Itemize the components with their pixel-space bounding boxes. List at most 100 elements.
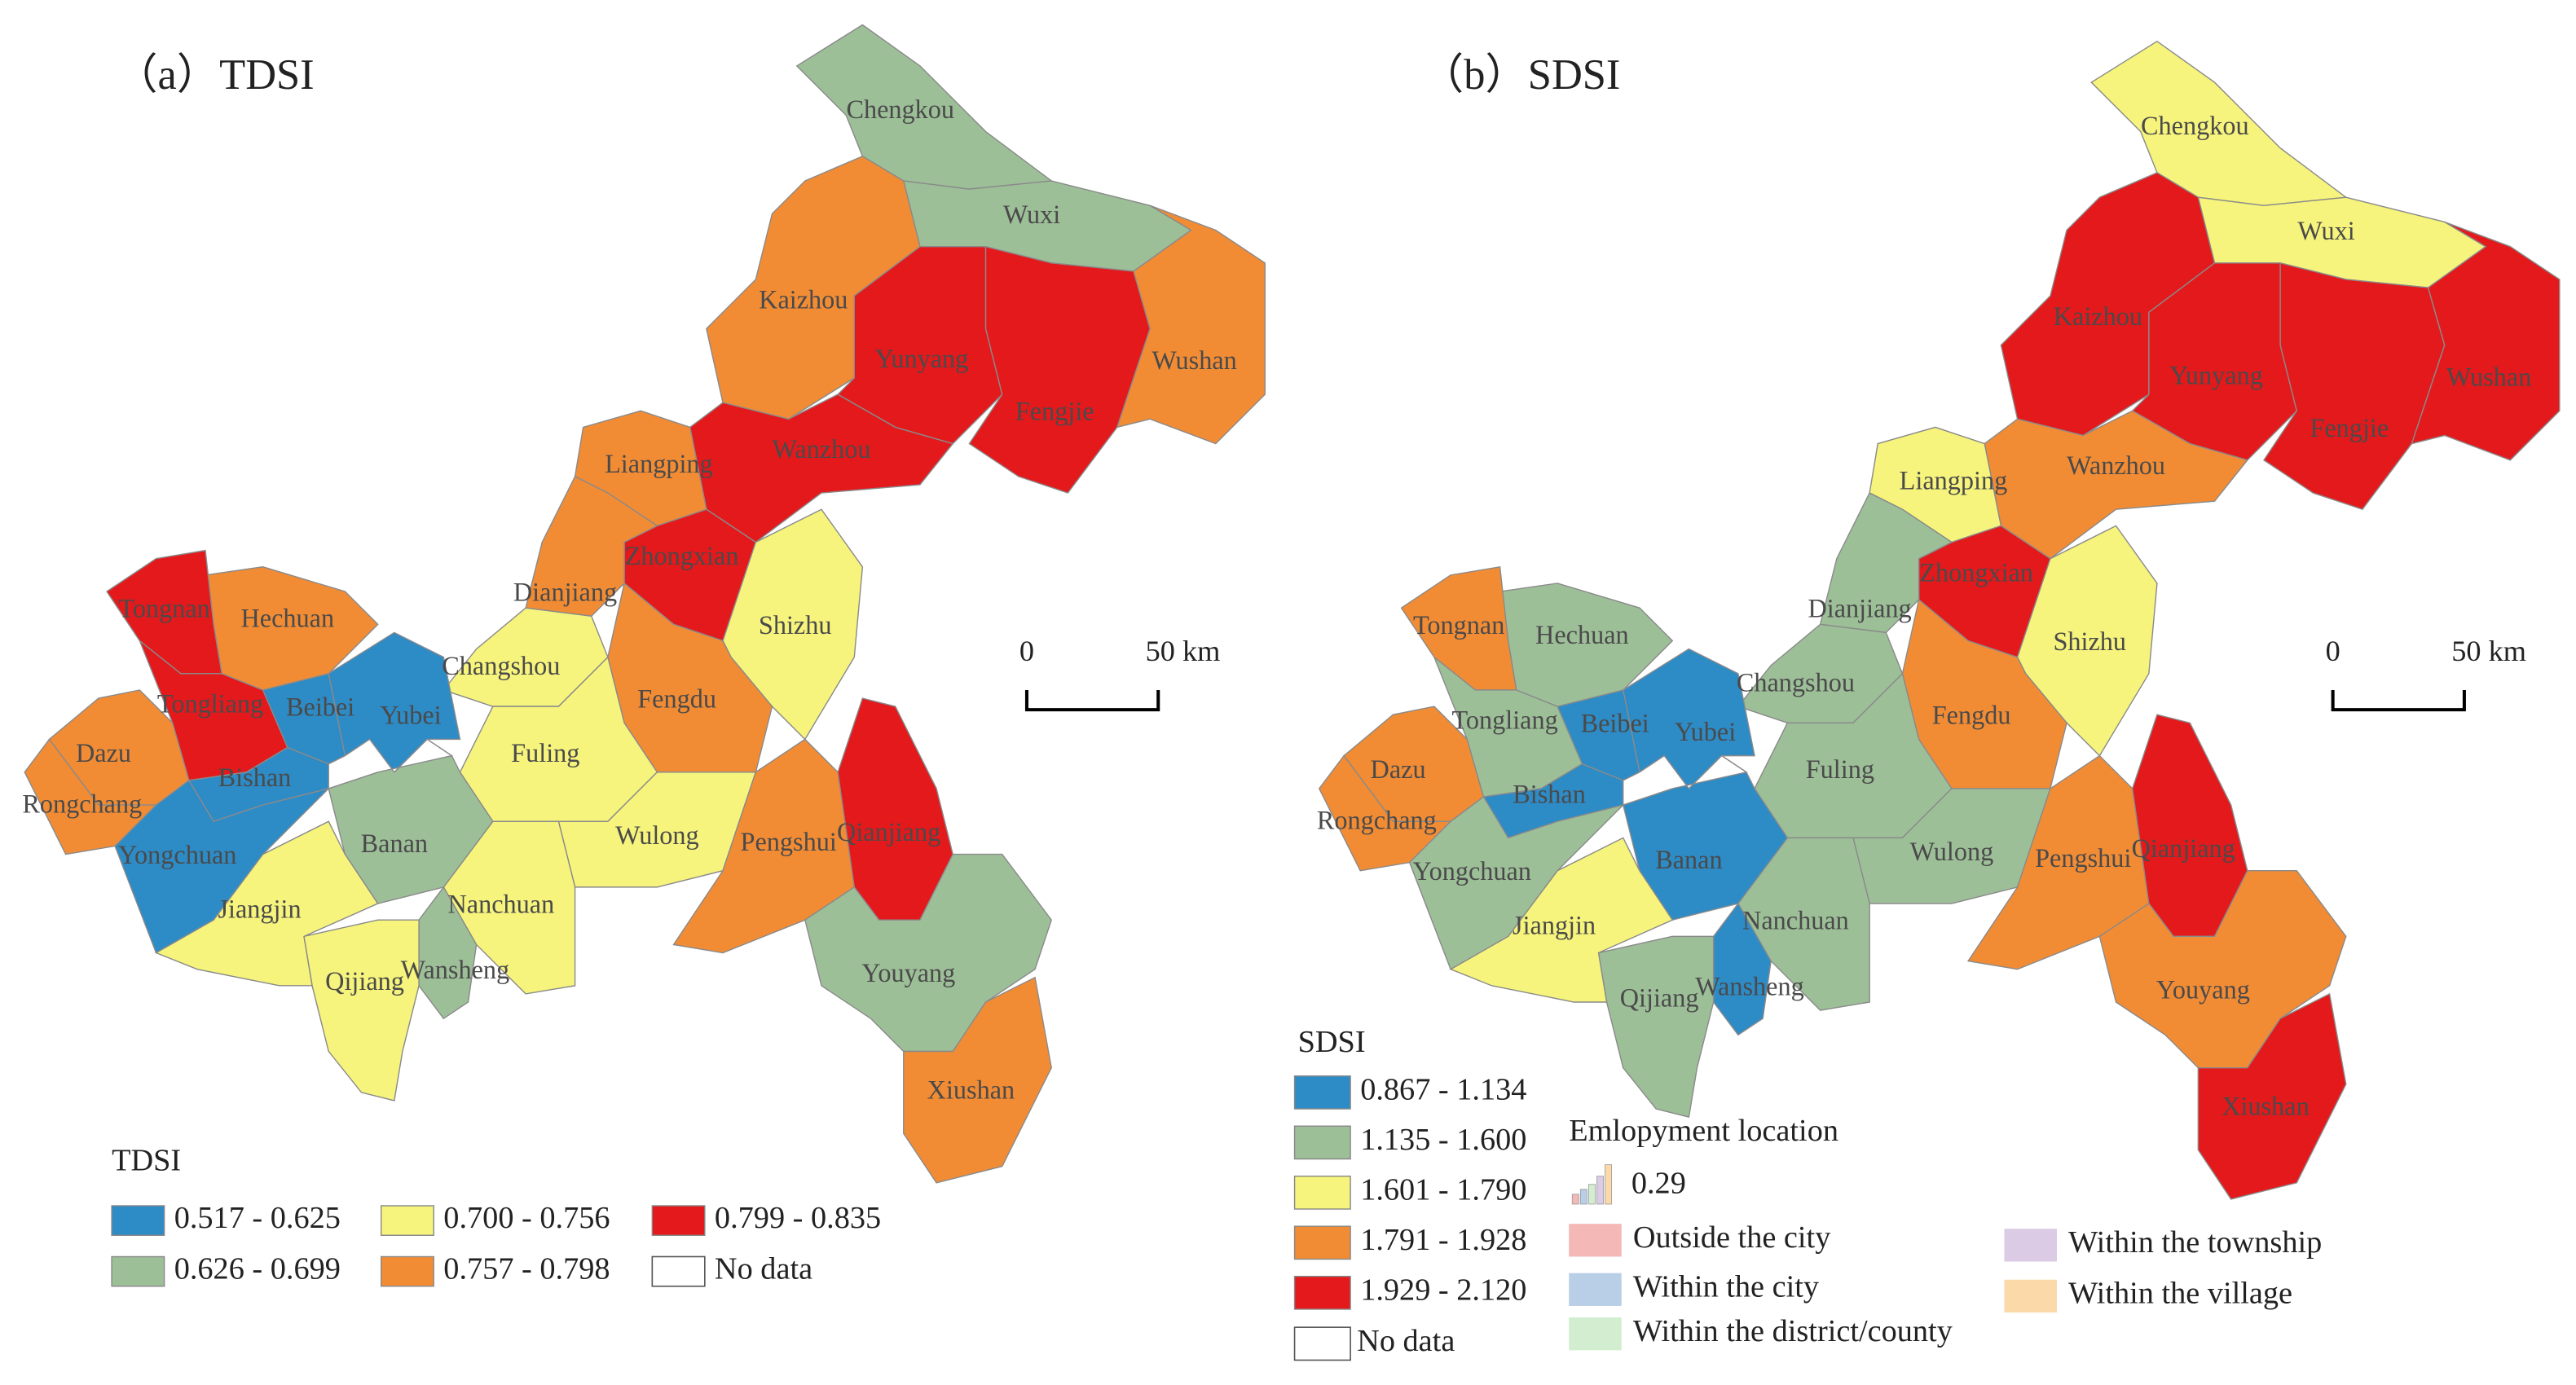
district-label: Nanchuan bbox=[1742, 906, 1849, 935]
employment-label: Outside the city bbox=[1633, 1220, 1831, 1255]
district-label: Qijiang bbox=[325, 966, 404, 996]
district-label: Fengjie bbox=[2310, 413, 2389, 442]
panel-title: （b）SDSI bbox=[1421, 51, 1621, 99]
district-label: Liangping bbox=[605, 449, 713, 478]
legend-swatch bbox=[1293, 1275, 1351, 1310]
district bbox=[1737, 837, 1870, 1011]
district-label: Qianjiang bbox=[837, 817, 940, 846]
legend-label: 0.517 - 0.625 bbox=[174, 1201, 341, 1235]
district-label: Bishan bbox=[1513, 779, 1586, 808]
district bbox=[706, 156, 921, 420]
legend-label: 0.626 - 0.699 bbox=[174, 1251, 341, 1286]
district bbox=[2262, 262, 2446, 511]
legend-title: TDSI bbox=[112, 1143, 181, 1177]
district-label: Wuxi bbox=[1003, 200, 1060, 229]
district-label: Wanzhou bbox=[2067, 451, 2165, 480]
district-label: Xiushan bbox=[2222, 1091, 2309, 1120]
district-label: Banan bbox=[1655, 845, 1722, 874]
district bbox=[2197, 992, 2347, 1200]
district-label: Fengdu bbox=[637, 684, 716, 713]
district-label: Wushan bbox=[1151, 345, 1236, 375]
district-label: Qijiang bbox=[1620, 983, 1699, 1012]
district-label: Nanchuan bbox=[447, 889, 554, 918]
legend-label: 0.700 - 0.756 bbox=[443, 1201, 610, 1235]
district-label: Yongchuan bbox=[1413, 856, 1531, 886]
district-label: Beibei bbox=[286, 692, 354, 722]
district-label: Shizhu bbox=[2053, 627, 2126, 656]
legend-swatch bbox=[380, 1255, 434, 1287]
employment-swatch bbox=[2004, 1279, 2057, 1313]
employment-swatch bbox=[1569, 1317, 1622, 1351]
district-label: Zhongxian bbox=[1919, 557, 2033, 587]
district-label: Wushan bbox=[2446, 362, 2531, 391]
scale-length: 50 km bbox=[1146, 635, 1221, 667]
legend-label: 0.799 - 0.835 bbox=[715, 1201, 881, 1235]
district bbox=[2098, 870, 2347, 1069]
district-label: Tongnan bbox=[118, 594, 209, 623]
legend-swatch bbox=[111, 1205, 165, 1236]
district-label: Hechuan bbox=[240, 604, 334, 633]
district-label: Wuxi bbox=[2297, 216, 2354, 245]
legend-label: 0.757 - 0.798 bbox=[443, 1251, 610, 1286]
legend-swatch bbox=[111, 1255, 165, 1287]
employment-title: Emlopyment location bbox=[1569, 1114, 1838, 1148]
legend-label: 1.601 - 1.790 bbox=[1360, 1173, 1526, 1207]
map: Chengkou Wuxi Kaizhou Yunyang Fengjie Wushan W… bbox=[22, 24, 1266, 1184]
employment-label: Within the city bbox=[1633, 1270, 1819, 1304]
district-label: Chengkou bbox=[846, 95, 954, 124]
district-label: Fengjie bbox=[1015, 397, 1094, 426]
district-label: Dianjiang bbox=[513, 577, 617, 606]
district bbox=[968, 245, 1151, 494]
district bbox=[804, 853, 1052, 1053]
district-label: Kaizhou bbox=[2054, 301, 2142, 331]
legend-swatch bbox=[1293, 1075, 1351, 1110]
district-label: Chengkou bbox=[2141, 111, 2249, 140]
scale-zero: 0 bbox=[2326, 635, 2340, 667]
employment-swatch bbox=[1569, 1273, 1622, 1306]
district-label: Wulong bbox=[615, 820, 699, 850]
employment-label: Within the township bbox=[2068, 1225, 2322, 1260]
no-data-area bbox=[328, 738, 454, 789]
employment-label: Within the village bbox=[2068, 1277, 2292, 1311]
scale-bar bbox=[1024, 689, 1160, 712]
district-label: Jiangjin bbox=[1513, 911, 1596, 940]
size-icon-bar bbox=[1588, 1184, 1596, 1205]
scale-length: 50 km bbox=[2451, 635, 2526, 667]
district-label: Bishan bbox=[218, 763, 292, 792]
district-label: Wulong bbox=[1910, 837, 1994, 866]
district-label: Yunyang bbox=[875, 344, 969, 373]
district bbox=[114, 779, 331, 954]
legend-swatch bbox=[1293, 1175, 1351, 1210]
district-label: Zhongxian bbox=[625, 541, 739, 570]
legend-swatch bbox=[1293, 1125, 1351, 1160]
district-label: Shizhu bbox=[759, 610, 832, 640]
district-label: Tongnan bbox=[1413, 610, 1504, 640]
panel-b: （b）SDSI Chengkou Wuxi Kaizhou Yunyang Fengjie… bbox=[1293, 40, 2561, 1361]
district-label: Pengshui bbox=[2035, 843, 2131, 873]
district-label: Xiushan bbox=[927, 1075, 1015, 1104]
legend-label: 0.867 - 1.134 bbox=[1360, 1073, 1526, 1107]
scale-bar bbox=[2331, 689, 2466, 712]
district-label: Dianjiang bbox=[1808, 594, 1911, 623]
district-label: Tongliang bbox=[1451, 706, 1557, 735]
size-icon-bar bbox=[1605, 1164, 1613, 1205]
size-icon-bar bbox=[1571, 1194, 1579, 1205]
district-label: Qianjiang bbox=[2132, 833, 2235, 863]
panel-title: （a）TDSI bbox=[115, 51, 315, 99]
district-label: Dazu bbox=[76, 738, 131, 767]
legend-label: No data bbox=[1357, 1324, 1455, 1358]
district-label: Youyang bbox=[2156, 974, 2250, 1004]
size-label: 0.29 bbox=[1631, 1167, 1686, 1201]
district bbox=[2411, 221, 2561, 461]
district-label: Beibei bbox=[1581, 709, 1649, 738]
district-label: Fengdu bbox=[1932, 701, 2011, 730]
size-icon-bar bbox=[1579, 1189, 1587, 1205]
legend-swatch bbox=[651, 1205, 706, 1236]
district-label: Yubei bbox=[1675, 717, 1736, 746]
legend-label: 1.135 - 1.600 bbox=[1360, 1123, 1526, 1157]
district-label: Banan bbox=[361, 829, 428, 858]
legend-label: 1.791 - 1.928 bbox=[1360, 1223, 1526, 1257]
map: Chengkou Wuxi Kaizhou Yunyang Fengjie Wushan W… bbox=[1317, 40, 2561, 1200]
district-label: Rongchang bbox=[1317, 806, 1437, 835]
